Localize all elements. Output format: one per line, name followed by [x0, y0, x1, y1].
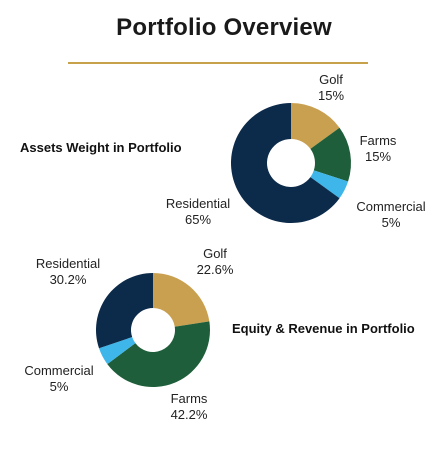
- chart-2-slice-farms: [107, 321, 210, 387]
- page-title: Portfolio Overview: [116, 14, 332, 41]
- chart-2-label-golf-value: 22.6%: [196, 262, 234, 277]
- chart-2-slice-residential: [95, 273, 153, 349]
- chart-1-label-golf-name: Golf: [319, 72, 343, 87]
- chart-2-label-commercial: Commercial 5%: [12, 363, 106, 395]
- title-divider: [68, 62, 368, 64]
- chart-2-label-farms-name: Farms: [170, 391, 208, 406]
- chart-2-label-farms: Farms 42.2%: [154, 391, 224, 423]
- chart-1-title: Assets Weight in Portfolio: [20, 140, 182, 155]
- chart-2-title: Equity & Revenue in Portfolio: [232, 321, 415, 336]
- chart-2-label-residential-value: 30.2%: [49, 272, 87, 287]
- chart-1-label-farms: Farms 15%: [347, 133, 409, 165]
- chart-1-label-golf-value: 15%: [317, 88, 345, 103]
- chart-1-label-golf: Golf 15%: [302, 72, 360, 104]
- chart-2-label-golf-name: Golf: [203, 246, 227, 261]
- chart-1-label-farms-value: 15%: [364, 149, 392, 164]
- chart-2-label-commercial-value: 5%: [49, 379, 69, 394]
- chart-2-label-residential-name: Residential: [35, 256, 101, 271]
- chart-2-label-golf: Golf 22.6%: [180, 246, 250, 278]
- chart-1-label-residential-name: Residential: [165, 196, 231, 211]
- chart-1-slice-commercial: [310, 170, 349, 199]
- chart-1-label-commercial: Commercial 5%: [346, 199, 436, 231]
- chart-1-label-commercial-name: Commercial: [356, 199, 426, 214]
- chart-2-label-farms-value: 42.2%: [170, 407, 208, 422]
- chart-2-slice-golf: [153, 273, 210, 327]
- chart-2-label-commercial-name: Commercial: [24, 363, 94, 378]
- chart-1-label-farms-name: Farms: [359, 133, 397, 148]
- chart-2-label-residential: Residential 30.2%: [22, 256, 114, 288]
- chart-1-slice-farms: [310, 127, 351, 182]
- chart-2-slice-commercial: [99, 337, 136, 365]
- chart-1-slice-residential: [231, 103, 340, 223]
- chart-1-label-commercial-value: 5%: [381, 215, 401, 230]
- chart-1-label-residential: Residential 65%: [152, 196, 244, 228]
- chart-1-slice-golf: [291, 103, 340, 149]
- chart-1-label-residential-value: 65%: [184, 212, 212, 227]
